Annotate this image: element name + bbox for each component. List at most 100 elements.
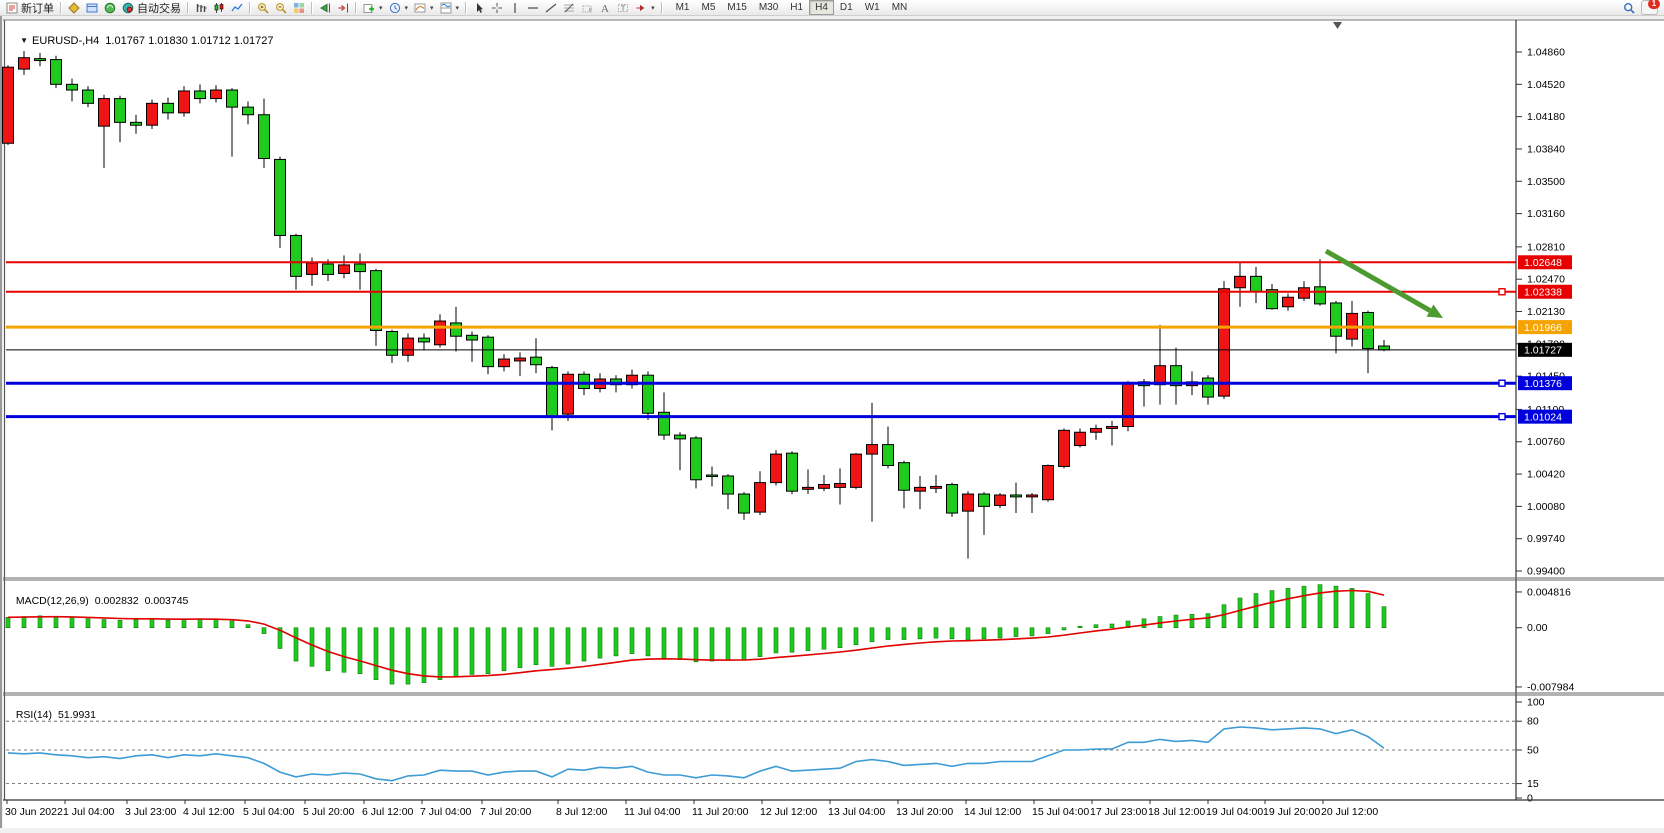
svg-text:0.004816: 0.004816 [1527, 586, 1571, 598]
zoom-out-icon [275, 2, 287, 14]
svg-text:1.00760: 1.00760 [1527, 436, 1565, 448]
svg-text:50: 50 [1527, 745, 1539, 757]
timeframe-h1-button[interactable]: H1 [790, 2, 804, 13]
crosshair-icon [491, 2, 503, 14]
svg-text:19 Jul 20:00: 19 Jul 20:00 [1263, 806, 1320, 818]
chevron-down-icon[interactable]: ▾ [430, 4, 434, 12]
data-window-button[interactable] [83, 0, 101, 15]
cells-button[interactable]: F [578, 0, 596, 15]
market-watch-icon [68, 1, 80, 14]
vertical-line-icon [509, 2, 521, 14]
line-handle[interactable] [1498, 379, 1506, 387]
candlestick-chart-button[interactable] [210, 0, 228, 15]
rsi-line [7, 726, 1385, 782]
line-handle[interactable] [1498, 412, 1506, 421]
price-badge [1518, 320, 1572, 335]
autotrading-button[interactable]: 自动交易 [119, 0, 184, 15]
svg-text:5 Jul 04:00: 5 Jul 04:00 [243, 806, 295, 818]
trend-arrow-head [1426, 304, 1443, 318]
timeframe-d1-button[interactable]: D1 [839, 2, 853, 13]
trendline-icon [545, 2, 557, 14]
svg-text:1.04520: 1.04520 [1527, 79, 1565, 91]
chevron-down-icon[interactable]: ▾ [404, 4, 409, 12]
chart-shift-marker-icon[interactable] [1333, 22, 1342, 29]
svg-text:15 Jul 04:00: 15 Jul 04:00 [1032, 806, 1089, 818]
zoom-in-button[interactable] [254, 0, 272, 15]
svg-text:A: A [601, 3, 609, 14]
svg-text:13 Jul 04:00: 13 Jul 04:00 [828, 806, 885, 818]
svg-text:1 Jul 04:00: 1 Jul 04:00 [63, 806, 115, 818]
chevron-down-icon[interactable]: ▾ [651, 4, 655, 12]
macd-panel: 0.004816 0.00 -0.007984 [5, 584, 1574, 693]
indicator-windows-button[interactable]: ▾ [437, 0, 463, 15]
svg-text:1.03840: 1.03840 [1527, 143, 1565, 155]
trendline-button[interactable] [542, 0, 560, 15]
trend-arrow[interactable] [1324, 248, 1432, 313]
auto-scroll-button[interactable] [316, 0, 334, 15]
price-badge [1518, 409, 1572, 424]
cursor-icon [473, 2, 485, 14]
svg-text:0: 0 [1527, 793, 1533, 805]
insert-indicator-button[interactable]: ▾ [360, 0, 386, 15]
timeframe-m1-button[interactable]: M1 [675, 2, 690, 13]
svg-text:1.04180: 1.04180 [1527, 111, 1565, 123]
text-label-button[interactable]: T [614, 0, 632, 15]
new-order-button[interactable]: 新订单 [3, 0, 57, 15]
chevron-down-icon[interactable]: ▾ [455, 4, 460, 12]
timeframe-h4-button[interactable]: H4 [809, 0, 834, 15]
line-chart-button[interactable] [228, 0, 246, 15]
timeframe-m30-button[interactable]: M30 [758, 2, 779, 13]
svg-text:4 Jul 12:00: 4 Jul 12:00 [183, 806, 235, 818]
timeframe-m5-button[interactable]: M5 [701, 2, 716, 13]
market-watch-button[interactable] [65, 0, 83, 15]
svg-text:1.02648: 1.02648 [1524, 257, 1562, 269]
search-icon[interactable] [1623, 2, 1635, 14]
line-handle[interactable] [1498, 288, 1506, 296]
template-selector-button[interactable]: ▾ [411, 0, 437, 15]
navigator-icon [104, 2, 116, 14]
toolbar-separator [187, 1, 189, 14]
horizontal-line-objects[interactable] [6, 261, 1516, 421]
notification-bubble[interactable]: 1 [1641, 0, 1660, 15]
svg-text:100: 100 [1527, 697, 1545, 709]
price-badge [1518, 255, 1572, 270]
time-axis: 30 Jun 2022 1 Jul 04:00 3 Jul 23:00 4 Jul 1… [5, 800, 1378, 818]
bar-chart-button[interactable] [192, 0, 210, 15]
text-button[interactable]: A [596, 0, 614, 15]
svg-text:19 Jul 04:00: 19 Jul 04:00 [1206, 806, 1263, 818]
cursor-button[interactable] [470, 0, 488, 15]
timeframe-group: M1 M5 M15 M30 H1 H4 D1 W1 MN [670, 0, 914, 15]
svg-text:1.01024: 1.01024 [1524, 411, 1562, 423]
timeframe-mn-button[interactable]: MN [891, 2, 908, 13]
svg-text:14 Jul 12:00: 14 Jul 12:00 [964, 806, 1021, 818]
svg-text:1.01376: 1.01376 [1524, 378, 1562, 390]
price-axis: 1.04860 1.04520 1.04180 1.03840 1.03500 1.031… [1516, 47, 1572, 578]
collapse-triangle-icon[interactable]: ▼ [20, 36, 29, 45]
fibonacci-button[interactable] [560, 0, 578, 15]
timeframe-w1-button[interactable]: W1 [864, 2, 880, 13]
timeframe-m15-button[interactable]: M15 [727, 2, 747, 13]
zoom-out-button[interactable] [272, 0, 290, 15]
macd-signal-value: 0.003745 [144, 595, 189, 607]
svg-text:1.02338: 1.02338 [1524, 287, 1562, 299]
svg-text:3 Jul 23:00: 3 Jul 23:00 [125, 806, 177, 818]
period-selector-button[interactable]: ▾ [386, 0, 412, 15]
svg-text:13 Jul 20:00: 13 Jul 20:00 [896, 806, 953, 818]
chart-shift-button[interactable] [334, 0, 352, 15]
macd-main-value: 0.002832 [94, 595, 139, 607]
svg-text:F: F [589, 8, 592, 14]
tile-windows-button[interactable] [290, 0, 308, 15]
vertical-line-button[interactable] [506, 0, 524, 15]
ohlc-values: 1.01767 1.01830 1.01712 1.01727 [105, 35, 274, 47]
chevron-down-icon[interactable]: ▾ [379, 4, 383, 12]
svg-text:7 Jul 04:00: 7 Jul 04:00 [420, 806, 472, 818]
rsi-value: 51.9931 [58, 709, 96, 721]
svg-text:6 Jul 12:00: 6 Jul 12:00 [362, 806, 414, 818]
horizontal-line-button[interactable] [524, 0, 542, 15]
crosshair-button[interactable] [488, 0, 506, 15]
rsi-name: RSI(14) [15, 709, 53, 721]
shapes-button[interactable]: ▾ [632, 0, 658, 15]
svg-text:15: 15 [1527, 778, 1539, 790]
navigator-button[interactable] [101, 0, 119, 15]
